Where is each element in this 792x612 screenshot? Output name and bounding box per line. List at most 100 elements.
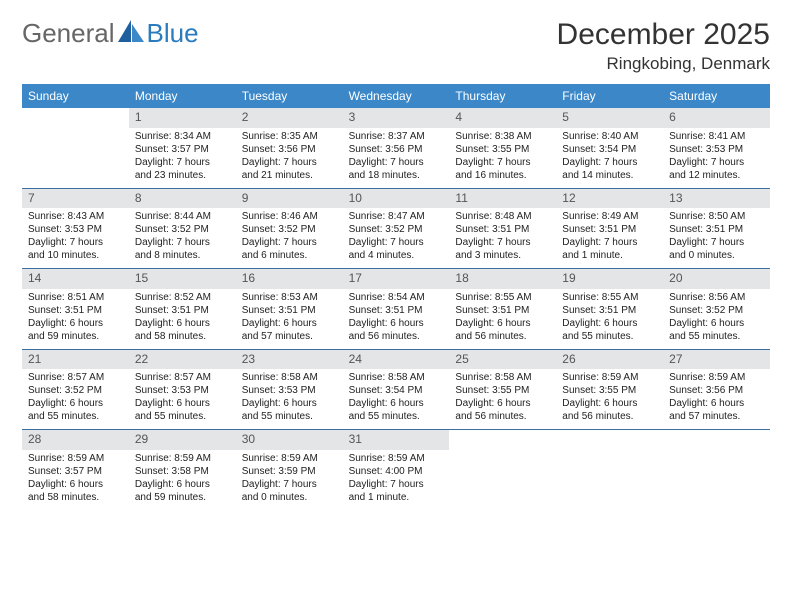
day-detail-line: Sunrise: 8:49 AM — [562, 210, 657, 223]
day-detail-line: Sunset: 3:54 PM — [349, 384, 444, 397]
day-detail-line: Sunrise: 8:52 AM — [135, 291, 230, 304]
calendar-day — [556, 430, 663, 510]
day-detail-line: Sunset: 3:51 PM — [455, 304, 550, 317]
day-detail-line: Daylight: 6 hours — [135, 317, 230, 330]
calendar-day: 25Sunrise: 8:58 AMSunset: 3:55 PMDayligh… — [449, 350, 556, 430]
calendar-day: 15Sunrise: 8:52 AMSunset: 3:51 PMDayligh… — [129, 269, 236, 349]
day-detail-line: and 8 minutes. — [135, 249, 230, 262]
day-details: Sunrise: 8:54 AMSunset: 3:51 PMDaylight:… — [343, 289, 450, 349]
calendar-day: 9Sunrise: 8:46 AMSunset: 3:52 PMDaylight… — [236, 189, 343, 269]
day-detail-line: Sunrise: 8:46 AM — [242, 210, 337, 223]
calendar-day: 26Sunrise: 8:59 AMSunset: 3:55 PMDayligh… — [556, 350, 663, 430]
day-detail-line: Sunrise: 8:43 AM — [28, 210, 123, 223]
day-details: Sunrise: 8:55 AMSunset: 3:51 PMDaylight:… — [556, 289, 663, 349]
day-number: 1 — [129, 108, 236, 128]
day-detail-line: Sunrise: 8:48 AM — [455, 210, 550, 223]
day-detail-line: Daylight: 6 hours — [562, 397, 657, 410]
day-detail-line: and 55 minutes. — [349, 410, 444, 423]
calendar-day: 29Sunrise: 8:59 AMSunset: 3:58 PMDayligh… — [129, 430, 236, 510]
calendar-day — [663, 430, 770, 510]
calendar-week: 7Sunrise: 8:43 AMSunset: 3:53 PMDaylight… — [22, 189, 770, 270]
day-details: Sunrise: 8:53 AMSunset: 3:51 PMDaylight:… — [236, 289, 343, 349]
calendar-day: 5Sunrise: 8:40 AMSunset: 3:54 PMDaylight… — [556, 108, 663, 188]
title-block: December 2025 Ringkobing, Denmark — [557, 18, 770, 74]
calendar-day-headers: SundayMondayTuesdayWednesdayThursdayFrid… — [22, 84, 770, 108]
day-detail-line: and 59 minutes. — [135, 491, 230, 504]
calendar-day: 10Sunrise: 8:47 AMSunset: 3:52 PMDayligh… — [343, 189, 450, 269]
day-detail-line: Sunset: 3:53 PM — [242, 384, 337, 397]
calendar-day: 30Sunrise: 8:59 AMSunset: 3:59 PMDayligh… — [236, 430, 343, 510]
day-detail-line: Sunrise: 8:55 AM — [455, 291, 550, 304]
day-details: Sunrise: 8:34 AMSunset: 3:57 PMDaylight:… — [129, 128, 236, 188]
day-details: Sunrise: 8:58 AMSunset: 3:54 PMDaylight:… — [343, 369, 450, 429]
day-detail-line: Sunrise: 8:51 AM — [28, 291, 123, 304]
day-number: 4 — [449, 108, 556, 128]
day-detail-line: Daylight: 6 hours — [455, 317, 550, 330]
day-number: 19 — [556, 269, 663, 289]
day-detail-line: and 56 minutes. — [455, 410, 550, 423]
day-detail-line: Sunset: 3:57 PM — [28, 465, 123, 478]
day-detail-line: Daylight: 7 hours — [135, 236, 230, 249]
day-number: 14 — [22, 269, 129, 289]
day-number: 21 — [22, 350, 129, 370]
day-detail-line: Daylight: 6 hours — [242, 397, 337, 410]
day-detail-line: Sunset: 3:51 PM — [669, 223, 764, 236]
day-number: 8 — [129, 189, 236, 209]
day-detail-line: Sunset: 3:52 PM — [242, 223, 337, 236]
day-detail-line: Sunset: 3:51 PM — [562, 304, 657, 317]
day-detail-line: Sunrise: 8:57 AM — [28, 371, 123, 384]
day-detail-line: and 58 minutes. — [28, 491, 123, 504]
day-detail-line: Daylight: 7 hours — [669, 236, 764, 249]
day-detail-line: and 55 minutes. — [242, 410, 337, 423]
day-details: Sunrise: 8:44 AMSunset: 3:52 PMDaylight:… — [129, 208, 236, 268]
day-detail-line: and 1 minute. — [349, 491, 444, 504]
day-details: Sunrise: 8:43 AMSunset: 3:53 PMDaylight:… — [22, 208, 129, 268]
day-details: Sunrise: 8:55 AMSunset: 3:51 PMDaylight:… — [449, 289, 556, 349]
day-detail-line: Sunset: 3:56 PM — [242, 143, 337, 156]
day-detail-line: Sunset: 3:51 PM — [242, 304, 337, 317]
day-detail-line: and 57 minutes. — [669, 410, 764, 423]
day-detail-line: Sunset: 3:51 PM — [135, 304, 230, 317]
calendar-day — [22, 108, 129, 188]
calendar-day: 22Sunrise: 8:57 AMSunset: 3:53 PMDayligh… — [129, 350, 236, 430]
calendar-day: 11Sunrise: 8:48 AMSunset: 3:51 PMDayligh… — [449, 189, 556, 269]
day-detail-line: Daylight: 7 hours — [455, 156, 550, 169]
day-number — [556, 430, 663, 448]
day-detail-line: Sunset: 3:53 PM — [135, 384, 230, 397]
day-detail-line: Sunset: 4:00 PM — [349, 465, 444, 478]
day-detail-line: Sunrise: 8:56 AM — [669, 291, 764, 304]
day-detail-line: Sunset: 3:56 PM — [349, 143, 444, 156]
day-detail-line: Daylight: 6 hours — [455, 397, 550, 410]
day-detail-line: Daylight: 6 hours — [28, 397, 123, 410]
day-detail-line: Sunrise: 8:59 AM — [242, 452, 337, 465]
day-detail-line: Sunrise: 8:44 AM — [135, 210, 230, 223]
day-header: Tuesday — [236, 84, 343, 108]
day-details: Sunrise: 8:57 AMSunset: 3:53 PMDaylight:… — [129, 369, 236, 429]
day-details: Sunrise: 8:37 AMSunset: 3:56 PMDaylight:… — [343, 128, 450, 188]
day-detail-line: and 55 minutes. — [669, 330, 764, 343]
day-detail-line: and 1 minute. — [562, 249, 657, 262]
calendar-day: 7Sunrise: 8:43 AMSunset: 3:53 PMDaylight… — [22, 189, 129, 269]
day-detail-line: Daylight: 7 hours — [349, 156, 444, 169]
day-detail-line: Daylight: 6 hours — [669, 317, 764, 330]
day-detail-line: Sunset: 3:59 PM — [242, 465, 337, 478]
calendar-week: 28Sunrise: 8:59 AMSunset: 3:57 PMDayligh… — [22, 430, 770, 510]
calendar-day: 17Sunrise: 8:54 AMSunset: 3:51 PMDayligh… — [343, 269, 450, 349]
day-detail-line: Daylight: 6 hours — [562, 317, 657, 330]
day-detail-line: Sunrise: 8:35 AM — [242, 130, 337, 143]
day-details: Sunrise: 8:52 AMSunset: 3:51 PMDaylight:… — [129, 289, 236, 349]
calendar-day: 8Sunrise: 8:44 AMSunset: 3:52 PMDaylight… — [129, 189, 236, 269]
day-detail-line: Sunset: 3:51 PM — [28, 304, 123, 317]
day-detail-line: and 10 minutes. — [28, 249, 123, 262]
day-detail-line: Sunrise: 8:59 AM — [28, 452, 123, 465]
day-detail-line: Daylight: 6 hours — [242, 317, 337, 330]
day-detail-line: Daylight: 7 hours — [455, 236, 550, 249]
day-detail-line: Daylight: 6 hours — [135, 397, 230, 410]
day-detail-line: Sunset: 3:53 PM — [28, 223, 123, 236]
calendar-day: 24Sunrise: 8:58 AMSunset: 3:54 PMDayligh… — [343, 350, 450, 430]
day-detail-line: Daylight: 7 hours — [135, 156, 230, 169]
day-detail-line: and 12 minutes. — [669, 169, 764, 182]
calendar-day: 31Sunrise: 8:59 AMSunset: 4:00 PMDayligh… — [343, 430, 450, 510]
calendar-day: 12Sunrise: 8:49 AMSunset: 3:51 PMDayligh… — [556, 189, 663, 269]
calendar-day: 3Sunrise: 8:37 AMSunset: 3:56 PMDaylight… — [343, 108, 450, 188]
